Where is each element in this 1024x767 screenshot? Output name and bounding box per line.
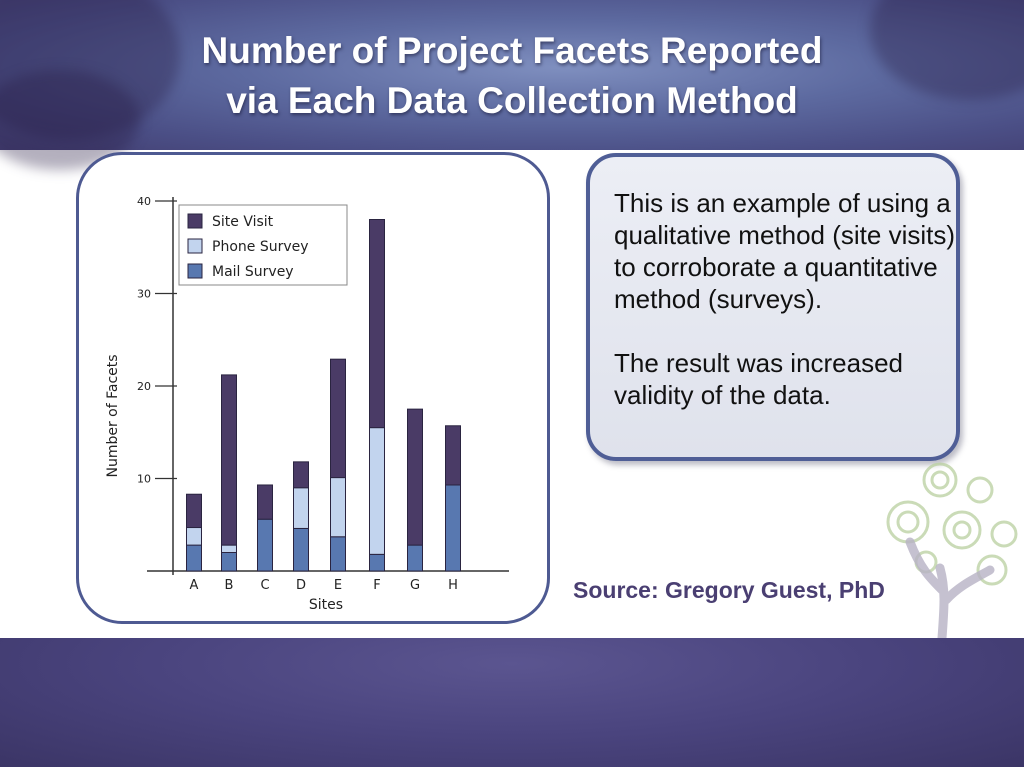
bar-segment (330, 358, 346, 479)
bar-segment (221, 544, 237, 554)
x-tick-label: C (260, 578, 269, 593)
legend-label: Mail Survey (212, 264, 294, 280)
bar-segment (186, 493, 202, 529)
bar-segment (257, 484, 273, 520)
legend-box (178, 204, 348, 286)
legend-swatch (187, 213, 203, 229)
bar-segment (330, 536, 346, 572)
tree-logo-icon (886, 462, 1018, 638)
bar-segment (293, 487, 309, 529)
callout-paragraph-2: The result was increased validity of the… (614, 348, 904, 410)
source-credit: Source: Gregory Guest, PhD (573, 577, 885, 603)
bar-segment (221, 374, 237, 546)
bar-segment (293, 527, 309, 572)
y-axis-title: Number of Facets (105, 354, 121, 477)
legend-swatch (187, 263, 203, 279)
bar-segment (221, 552, 237, 572)
explanation-callout: This is an example of using a qualitativ… (586, 153, 960, 461)
x-axis-title: Sites (309, 597, 343, 613)
callout-paragraph-1: This is an example of using a qualitativ… (614, 188, 956, 314)
y-tick-label: 30 (137, 288, 151, 301)
bar-segment (369, 427, 385, 555)
x-tick-label: H (448, 578, 458, 593)
slide-title-line-2: via Each Data Collection Method (226, 80, 798, 121)
bar-segment (186, 544, 202, 572)
x-tick-label: F (373, 578, 380, 593)
chart-frame: Site Visit Phone Survey Mail Survey 10 20 30… (76, 152, 550, 624)
bar-segment (407, 544, 423, 572)
x-tick-label: D (296, 578, 306, 593)
bar-segment (369, 219, 385, 429)
bar-segment (445, 425, 461, 486)
bar-segment (369, 553, 385, 572)
bar-segment (186, 527, 202, 546)
slide-title: Number of Project Facets Reported via Ea… (0, 26, 1024, 126)
bar-segment (330, 477, 346, 538)
y-tick-label: 10 (137, 473, 151, 486)
legend-label: Site Visit (212, 214, 274, 230)
title-banner: Number of Project Facets Reported via Ea… (0, 0, 1024, 170)
y-tick-label: 20 (137, 380, 151, 393)
bar-segment (257, 518, 273, 572)
legend-swatch (187, 238, 203, 254)
y-tick-label: 40 (137, 195, 151, 208)
x-tick-label: B (225, 578, 234, 593)
bar-segment (445, 484, 461, 572)
bar-segment (293, 461, 309, 489)
x-tick-label: E (334, 578, 342, 593)
bar-segment (407, 408, 423, 546)
legend-label: Phone Survey (212, 239, 309, 255)
footer-band (0, 638, 1024, 767)
x-tick-label: A (190, 578, 199, 593)
stacked-bar-chart: Site Visit Phone Survey Mail Survey 10 20 30… (105, 195, 509, 613)
slide-title-line-1: Number of Project Facets Reported (201, 30, 823, 71)
x-tick-label: G (410, 578, 420, 593)
